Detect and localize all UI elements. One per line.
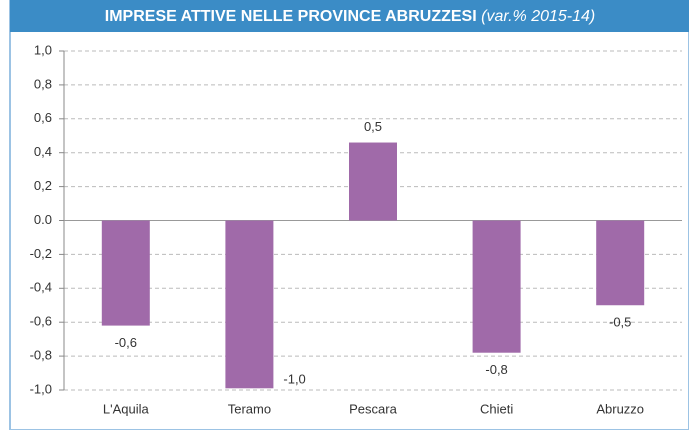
y-tick-label: -1,0 (30, 381, 52, 396)
bar (472, 220, 521, 353)
bar (101, 220, 150, 326)
y-tick-label: -0,4 (30, 280, 52, 295)
chart-subtitle: (var.% 2015-14) (481, 8, 595, 25)
y-tick-label: 0,2 (34, 178, 52, 193)
y-tick-label: 0,4 (34, 144, 52, 159)
chart-heading: IMPRESE ATTIVE NELLE PROVINCE ABRUZZESI … (105, 8, 595, 25)
x-tick-label: Pescara (349, 401, 397, 416)
y-tick-label: 1,0 (34, 42, 52, 57)
y-tick-label: -0,6 (30, 314, 52, 329)
header-bar (10, 0, 689, 32)
data-label: -0,8 (485, 362, 507, 377)
y-tick-label: 0,6 (34, 110, 52, 125)
x-tick-label: Teramo (228, 401, 271, 416)
bar (596, 220, 645, 306)
y-tick-label: -0,8 (30, 348, 52, 363)
data-label: 0,5 (364, 119, 382, 134)
y-tick-label: 0.0 (34, 212, 52, 227)
x-tick-label: Chieti (480, 401, 513, 416)
data-label: -0,6 (115, 335, 137, 350)
y-tick-label: -0,2 (30, 246, 52, 261)
data-label: -0,5 (609, 315, 631, 330)
bar (225, 220, 274, 389)
data-label: -1,0 (283, 372, 305, 387)
y-tick-label: 0,8 (34, 76, 52, 91)
x-tick-label: L'Aquila (103, 401, 150, 416)
bar (349, 142, 397, 221)
chart-title: IMPRESE ATTIVE NELLE PROVINCE ABRUZZESI (105, 8, 477, 25)
x-tick-label: Abruzzo (596, 401, 644, 416)
